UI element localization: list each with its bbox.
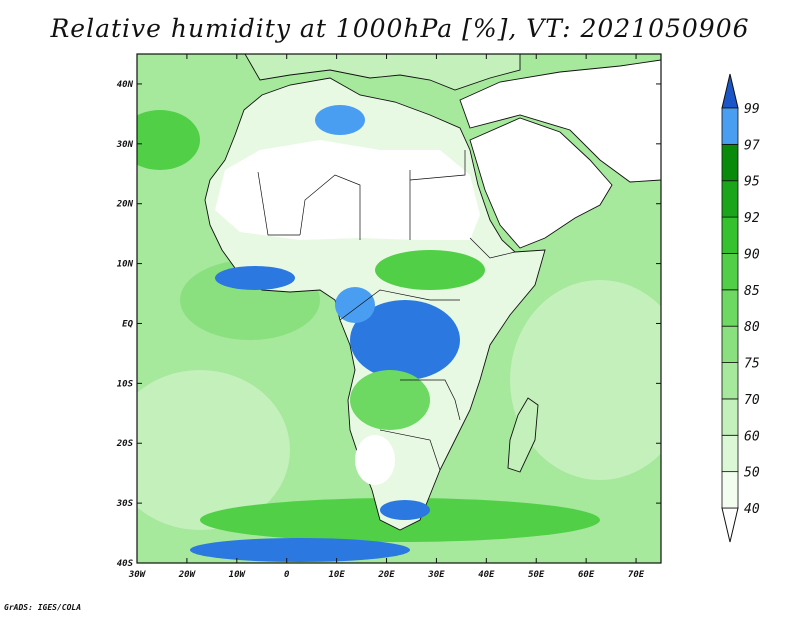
colorbar-label: 70 <box>744 393 760 408</box>
indian-ocean-dry-patch <box>510 280 661 480</box>
colorbar: 40 50 60 70 75 80 85 90 92 95 97 99 <box>721 73 760 543</box>
arabia-land <box>469 117 613 249</box>
colorbar-box <box>721 180 739 218</box>
lat-tick-label: EQ <box>122 319 133 329</box>
angola-zambia-moist-region <box>350 370 430 430</box>
colorbar-box <box>721 107 739 145</box>
colorbar-label: 92 <box>744 211 760 226</box>
humidity-field <box>137 54 661 563</box>
colorbar-label: 85 <box>744 284 760 299</box>
lon-tick-label: 40E <box>478 570 495 580</box>
south-atlantic-dry-patch <box>137 370 290 530</box>
colorbar-box <box>721 289 739 327</box>
cameroon-moist-region <box>335 287 375 323</box>
lat-tick-label: 10S <box>117 379 134 389</box>
lon-tick-label: 10E <box>328 570 345 580</box>
namibia-dry-region <box>355 435 395 485</box>
southern-ocean-saturated-band <box>190 538 410 562</box>
colorbar-box <box>721 216 739 254</box>
colorbar-label: 97 <box>744 138 760 153</box>
colorbar-label: 40 <box>744 502 760 517</box>
colorbar-bottom-triangle <box>721 507 739 543</box>
colorbar-label: 75 <box>744 357 760 372</box>
colorbar-box <box>721 434 739 473</box>
west-africa-saturated-region <box>215 266 295 290</box>
colorbar-label: 99 <box>744 102 760 117</box>
lon-tick-label: 30W <box>128 570 147 580</box>
lon-tick-label: 70E <box>628 570 645 580</box>
lat-tick-label: 30N <box>116 140 134 150</box>
colorbar-top-triangle <box>721 73 739 109</box>
sahel-moist-band <box>375 250 485 290</box>
lat-tick-label: 40S <box>117 559 134 569</box>
colorbar-label: 60 <box>744 429 760 444</box>
lon-tick-label: 0 <box>284 570 290 580</box>
map-title: Relative humidity at 1000hPa [%], VT: 20… <box>50 14 750 43</box>
middle-east-land <box>459 59 661 183</box>
lon-tick-label: 20E <box>377 570 395 580</box>
colorbar-box <box>721 143 739 182</box>
lat-tick-label: 10N <box>117 260 134 270</box>
colorbar-box <box>721 325 739 363</box>
sahara-dry-region <box>215 140 480 240</box>
lon-tick-label: 10W <box>229 570 247 580</box>
longitude-axis: 30W 20W 10W 0 10E 20E 30E 40E 50E 60E 70E <box>128 54 645 580</box>
map-frame <box>136 53 662 564</box>
country-borders <box>257 150 516 471</box>
lat-tick-label: 40N <box>117 80 134 90</box>
colorbar-box <box>721 398 739 436</box>
colorbar-box <box>721 253 739 291</box>
south-africa-saturated-region <box>380 500 430 520</box>
lon-tick-label: 20W <box>178 570 197 580</box>
colorbar-label: 90 <box>744 247 760 262</box>
colorbar-label: 80 <box>744 320 760 335</box>
lon-tick-label: 60E <box>578 570 595 580</box>
lat-tick-label: 20N <box>116 200 134 210</box>
congo-saturated-region <box>350 300 460 380</box>
grads-credit: GrADS: IGES/COLA <box>4 603 82 612</box>
colorbar-label: 50 <box>744 466 760 481</box>
colorbar-label: 95 <box>744 175 760 190</box>
lat-tick-label: 20S <box>116 439 134 449</box>
europe-land <box>244 54 521 91</box>
colorbar-box <box>721 471 739 509</box>
colorbar-box <box>721 362 739 400</box>
tunisia-moist-region <box>315 105 365 135</box>
lon-tick-label: 50E <box>528 570 545 580</box>
madagascar-land <box>507 397 539 473</box>
lat-tick-label: 30S <box>116 499 134 509</box>
canary-moist-patch <box>137 110 200 170</box>
lon-tick-label: 30E <box>427 570 445 580</box>
latitude-axis: 40N 30N 20N 10N EQ 10S 20S 30S 40S <box>116 80 661 569</box>
